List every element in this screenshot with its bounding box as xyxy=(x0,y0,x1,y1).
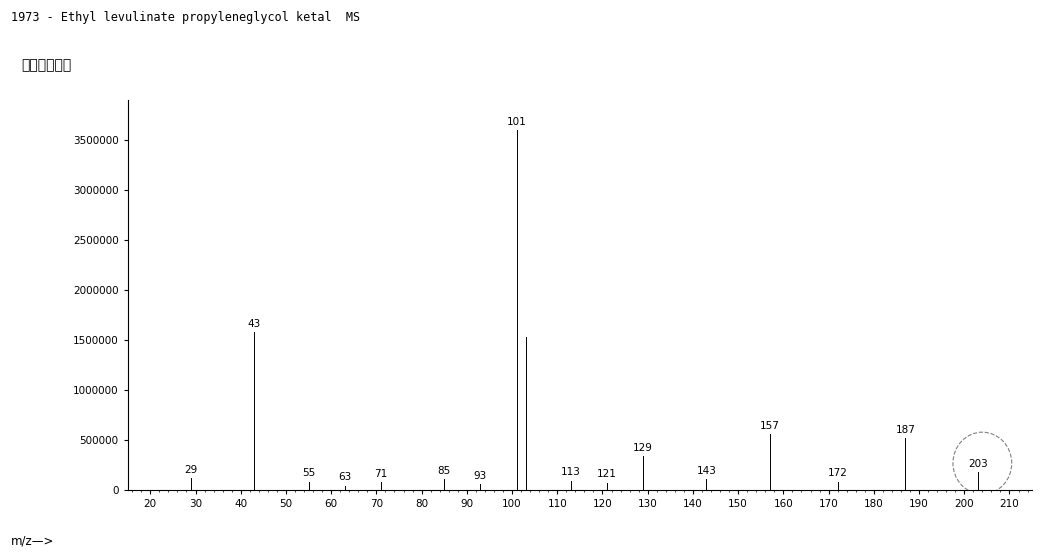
Text: 129: 129 xyxy=(633,443,653,453)
Text: 187: 187 xyxy=(896,424,915,434)
Text: 203: 203 xyxy=(968,458,987,468)
Text: 43: 43 xyxy=(248,319,261,329)
Text: 85: 85 xyxy=(437,466,451,476)
Text: m/z—>: m/z—> xyxy=(11,535,54,548)
Text: 121: 121 xyxy=(597,469,617,479)
Text: 113: 113 xyxy=(561,467,581,477)
Text: アバンダンス: アバンダンス xyxy=(21,58,71,72)
Text: 143: 143 xyxy=(697,466,716,476)
Text: 55: 55 xyxy=(302,468,315,478)
Text: 101: 101 xyxy=(506,117,527,127)
Text: 93: 93 xyxy=(473,471,487,481)
Text: 29: 29 xyxy=(184,465,198,475)
Text: 157: 157 xyxy=(760,421,780,431)
Text: 63: 63 xyxy=(338,472,351,482)
Text: 1973 - Ethyl levulinate propyleneglycol ketal  MS: 1973 - Ethyl levulinate propyleneglycol … xyxy=(11,11,360,24)
Text: 172: 172 xyxy=(828,468,848,478)
Text: 71: 71 xyxy=(375,468,387,478)
